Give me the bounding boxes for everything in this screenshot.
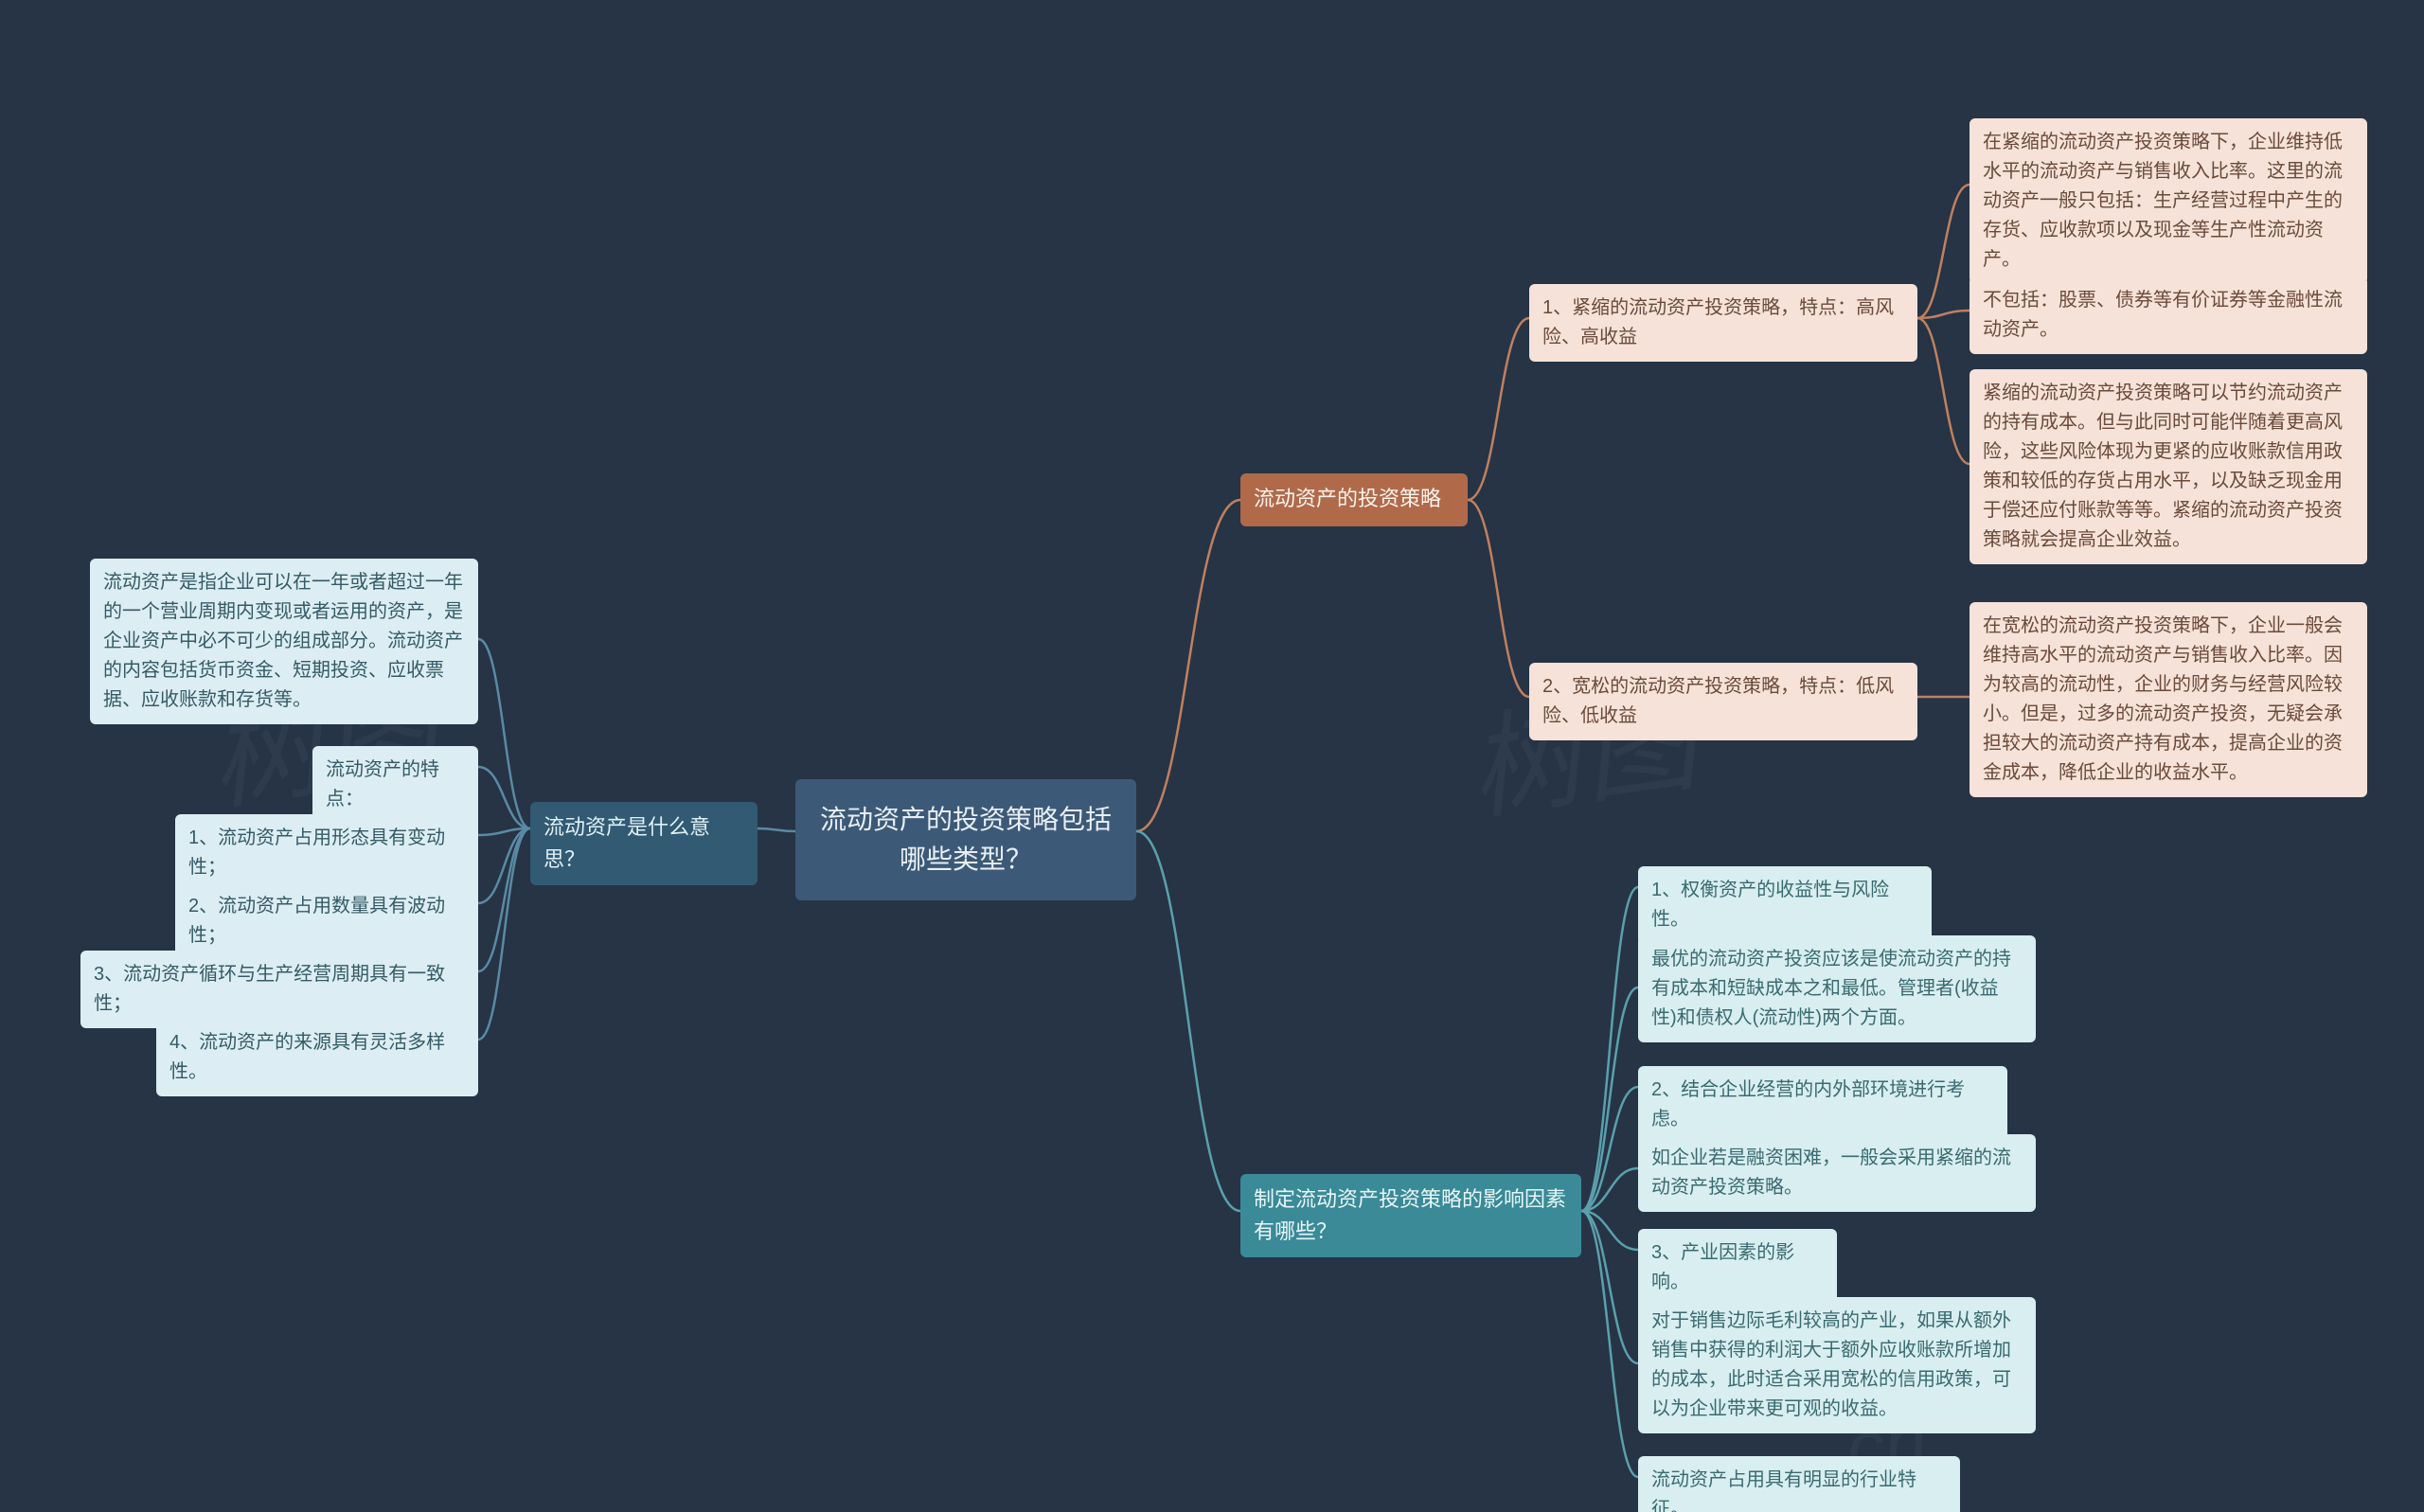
factor-leaf: 2、结合企业经营的内外部环境进行考虑。	[1638, 1066, 2007, 1144]
factor-leaf: 如企业若是融资困难，一般会采用紧缩的流动资产投资策略。	[1638, 1134, 2036, 1212]
strategy-sub: 2、宽松的流动资产投资策略，特点：低风险、低收益	[1529, 663, 1917, 740]
strategy-leaf: 不包括：股票、债券等有价证券等金融性流动资产。	[1970, 276, 2367, 354]
branch-meaning: 流动资产是什么意思？	[530, 802, 758, 885]
meaning-leaf: 3、流动资产循环与生产经营周期具有一致性；	[80, 951, 478, 1028]
factor-leaf: 对于销售边际毛利较高的产业，如果从额外销售中获得的利润大于额外应收账款所增加的成…	[1638, 1297, 2036, 1433]
strategy-sub: 1、紧缩的流动资产投资策略，特点：高风险、高收益	[1529, 284, 1917, 362]
branch-strategies: 流动资产的投资策略	[1240, 473, 1468, 526]
factor-leaf: 流动资产占用具有明显的行业特征。	[1638, 1456, 1960, 1512]
factor-leaf: 1、权衡资产的收益性与风险性。	[1638, 866, 1932, 944]
meaning-leaf: 1、流动资产占用形态具有变动性；	[175, 814, 478, 892]
strategy-leaf: 紧缩的流动资产投资策略可以节约流动资产的持有成本。但与此同时可能伴随着更高风险，…	[1970, 369, 2367, 564]
strategy-leaf: 在宽松的流动资产投资策略下，企业一般会维持高水平的流动资产与销售收入比率。因为较…	[1970, 602, 2367, 797]
meaning-leaf: 流动资产是指企业可以在一年或者超过一年的一个营业周期内变现或者运用的资产，是企业…	[90, 559, 478, 724]
factor-leaf: 最优的流动资产投资应该是使流动资产的持有成本和短缺成本之和最低。管理者(收益性)…	[1638, 935, 2036, 1042]
factor-leaf: 3、产业因素的影响。	[1638, 1229, 1837, 1307]
branch-factors: 制定流动资产投资策略的影响因素有哪些？	[1240, 1174, 1581, 1257]
root-node: 流动资产的投资策略包括哪些类型？	[795, 779, 1136, 900]
meaning-leaf: 流动资产的特点：	[312, 746, 478, 824]
meaning-leaf: 4、流动资产的来源具有灵活多样性。	[156, 1019, 478, 1096]
meaning-leaf: 2、流动资产占用数量具有波动性；	[175, 882, 478, 960]
strategy-leaf: 在紧缩的流动资产投资策略下，企业维持低水平的流动资产与销售收入比率。这里的流动资…	[1970, 118, 2367, 284]
